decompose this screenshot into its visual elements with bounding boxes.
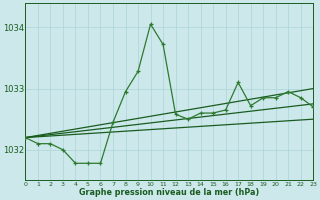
X-axis label: Graphe pression niveau de la mer (hPa): Graphe pression niveau de la mer (hPa) [79,188,260,197]
